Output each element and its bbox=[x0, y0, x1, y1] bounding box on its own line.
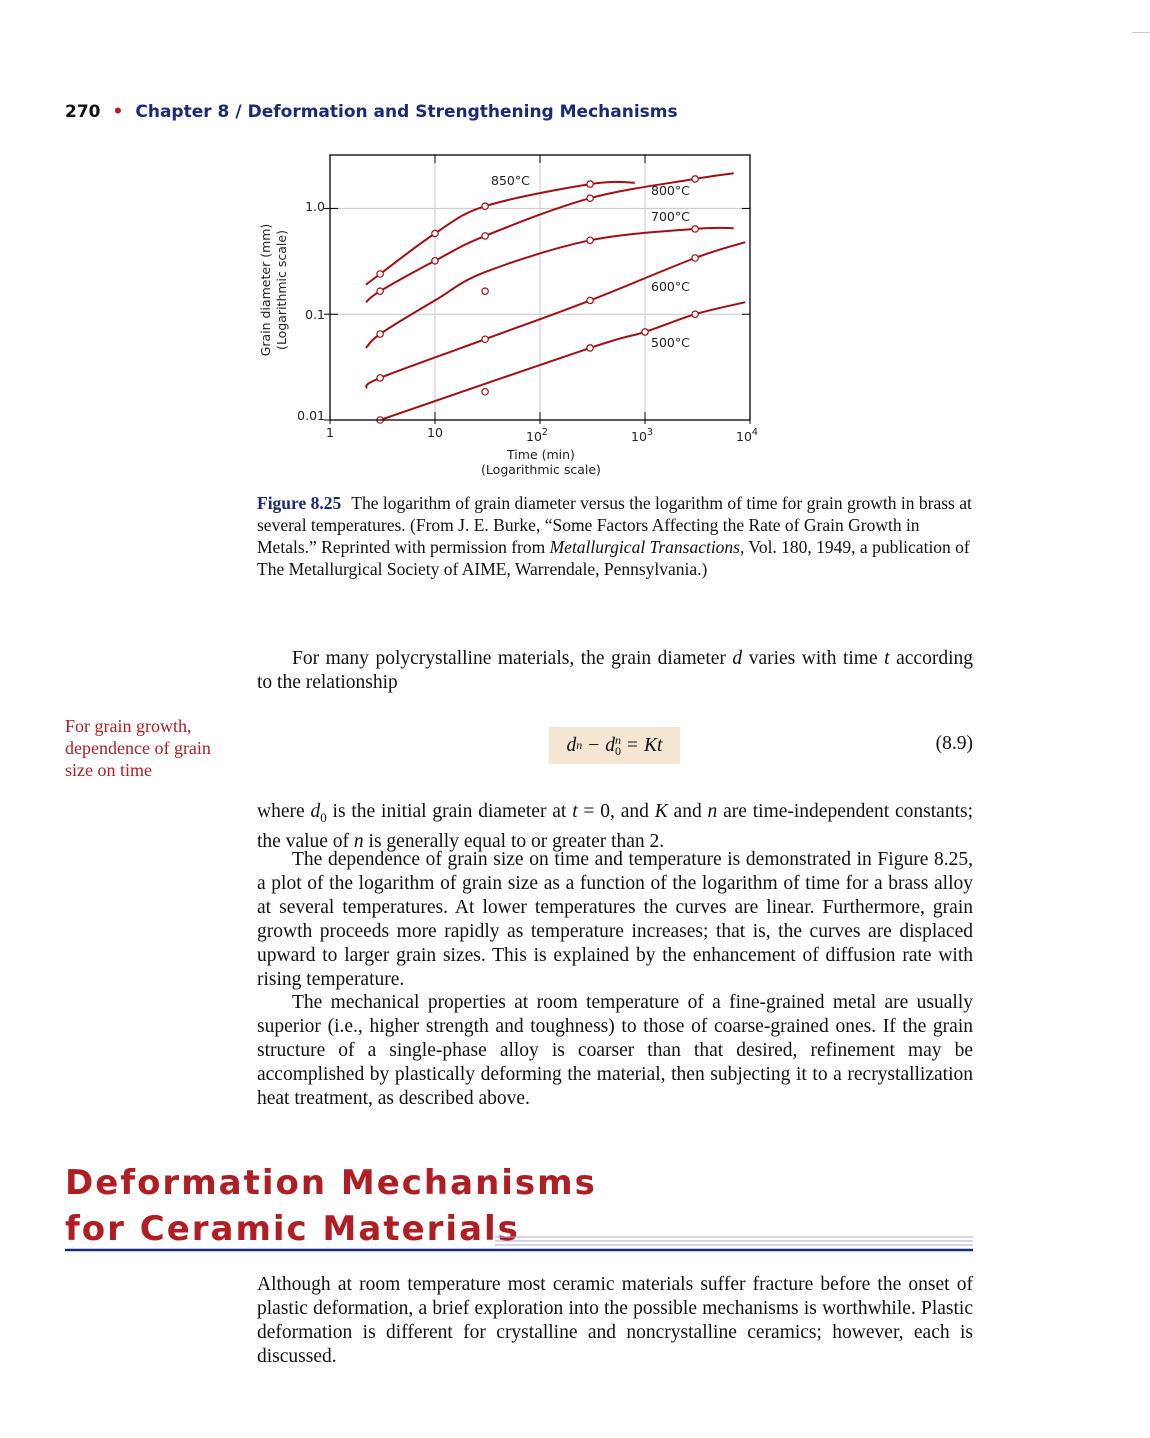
data-point bbox=[376, 287, 384, 296]
x-tick-label-100: 102 bbox=[526, 427, 548, 444]
p2-text: = 0, and bbox=[577, 801, 655, 822]
data-point bbox=[586, 180, 594, 188]
p1-text: varies with time bbox=[742, 648, 885, 669]
section-heading: Deformation Mechanisms for Ceramic Mater… bbox=[65, 1160, 597, 1252]
x-tick-label-10000: 104 bbox=[736, 427, 758, 444]
chapter-label: Chapter 8 bbox=[135, 102, 230, 122]
y-tick-label-0-01: 0.01 bbox=[297, 408, 325, 423]
eq-minus: − bbox=[588, 734, 600, 756]
data-point bbox=[376, 374, 384, 382]
paragraph-mechanical: The mechanical properties at room temper… bbox=[257, 992, 973, 1109]
data-point bbox=[586, 296, 594, 305]
outlier-point bbox=[481, 387, 489, 396]
p2-text: where bbox=[257, 801, 311, 822]
p2-text: and bbox=[667, 801, 708, 822]
data-point bbox=[431, 229, 439, 238]
caption-text-2: Vol. 180, 1949, a publication of The Met… bbox=[257, 537, 970, 579]
paragraph-where: where d0 is the initial grain diameter a… bbox=[257, 800, 973, 854]
var-n: n bbox=[353, 830, 364, 852]
margin-note: For grain growth, dependence of grain si… bbox=[65, 716, 211, 780]
caption-journal: Metallurgical Transactions, bbox=[549, 537, 745, 557]
figure-label: Figure 8.25 bbox=[257, 493, 342, 513]
curve-label-850: 850°C bbox=[491, 173, 530, 188]
eq-exp-n: n bbox=[576, 738, 583, 752]
x-axis-sublabel: (Logarithmic scale) bbox=[481, 462, 601, 477]
data-point bbox=[586, 194, 594, 202]
eq-exp-n2: n bbox=[615, 732, 622, 747]
paragraph-intro: For many polycrystalline materials, the … bbox=[257, 647, 973, 695]
eq-equals: = bbox=[627, 734, 639, 756]
data-point bbox=[481, 335, 489, 344]
paragraph-ceramics: Although at room temperature most cerami… bbox=[257, 1274, 973, 1367]
page-number: 270 bbox=[65, 102, 101, 122]
var-t: t bbox=[884, 648, 890, 669]
p2-text: is generally equal to or greater than 2. bbox=[363, 830, 665, 852]
curve-4 bbox=[365, 241, 746, 389]
data-point bbox=[691, 310, 699, 319]
data-point bbox=[376, 270, 384, 278]
data-point bbox=[691, 175, 699, 183]
caption-text-1: The logarithm of grain diameter versus t… bbox=[257, 493, 972, 557]
y-axis-sublabel: (Logarithmic scale) bbox=[274, 230, 289, 350]
figure-caption: Figure 8.25 The logarithm of grain diamet… bbox=[257, 492, 973, 580]
data-point bbox=[691, 225, 699, 233]
chart-grid bbox=[330, 155, 750, 420]
data-point bbox=[431, 256, 439, 265]
outlier-point bbox=[481, 287, 489, 296]
equation-number: (8.9) bbox=[935, 733, 973, 754]
var-n: n bbox=[707, 801, 718, 822]
y-axis-label: Grain diameter (mm) bbox=[258, 224, 273, 357]
p1-text: For many polycrystalline materials, the … bbox=[292, 648, 733, 669]
var-d0: d bbox=[310, 801, 321, 822]
grain-growth-chart: 850°C 800°C 700°C 600°C 500°C 1.0 0.1 0.… bbox=[258, 154, 758, 477]
running-head-bullet: • bbox=[112, 102, 124, 122]
data-point bbox=[641, 328, 649, 336]
curve-label-600: 600°C bbox=[651, 279, 690, 294]
x-tick-label-1000: 103 bbox=[631, 427, 653, 444]
data-point bbox=[481, 202, 489, 210]
chapter-title: Deformation and Strengthening Mechanisms bbox=[247, 102, 678, 122]
data-point bbox=[691, 254, 699, 262]
running-head-slash: / bbox=[235, 102, 242, 122]
data-point bbox=[586, 236, 594, 245]
x-tick-label-10: 10 bbox=[427, 425, 443, 440]
var-d: d bbox=[732, 648, 743, 669]
x-tick-label-1: 1 bbox=[326, 425, 334, 440]
y-tick-label-1: 1.0 bbox=[305, 199, 325, 214]
data-point bbox=[376, 330, 384, 338]
corner-mark bbox=[1132, 32, 1150, 33]
p2-text: is the initial grain diameter at bbox=[326, 801, 573, 822]
curve-5 bbox=[379, 301, 746, 421]
eq-d: d bbox=[566, 734, 577, 756]
data-point bbox=[481, 232, 489, 240]
figure-8-25: 850°C 800°C 700°C 600°C 500°C 1.0 0.1 0.… bbox=[240, 140, 780, 490]
eq-sub-0: 0 bbox=[615, 743, 622, 758]
paragraph-dependence: The dependence of grain size on time and… bbox=[257, 849, 973, 990]
p2-text: are time-independent constants; the valu… bbox=[257, 801, 974, 852]
eq-d0: d bbox=[605, 734, 616, 756]
eq-kt: Kt bbox=[644, 734, 663, 756]
data-point bbox=[586, 344, 594, 352]
chart-ticks bbox=[324, 155, 751, 424]
p1-text: according to the relationship bbox=[257, 648, 973, 693]
section-heading-line-1: Deformation Mechanisms bbox=[65, 1163, 597, 1203]
var-K: K bbox=[654, 801, 668, 822]
sub-0: 0 bbox=[320, 809, 327, 825]
section-rule bbox=[65, 1236, 973, 1252]
running-head: 270 • Chapter 8/Deformation and Strengthen… bbox=[65, 102, 678, 122]
curve-label-500: 500°C bbox=[651, 335, 690, 350]
var-t: t bbox=[572, 801, 578, 822]
section-heading-line-2: for Ceramic Materials bbox=[65, 1209, 520, 1249]
curve-label-800: 800°C bbox=[651, 183, 690, 198]
x-axis-label: Time (min) bbox=[506, 447, 575, 462]
curve-label-700: 700°C bbox=[651, 209, 690, 224]
y-tick-label-0-1: 0.1 bbox=[305, 307, 325, 322]
